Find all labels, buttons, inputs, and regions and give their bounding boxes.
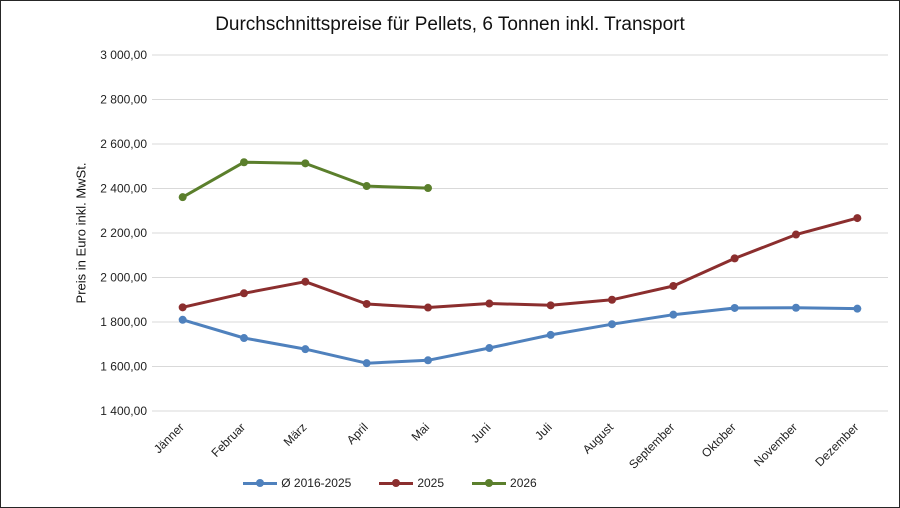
data-point xyxy=(362,182,371,191)
data-point xyxy=(424,356,432,365)
data-point xyxy=(362,299,371,308)
x-tick-label: November xyxy=(751,420,800,469)
data-point xyxy=(301,159,310,168)
x-tick-label: Juli xyxy=(532,420,555,443)
x-tick-label: März xyxy=(281,420,310,449)
x-tick-label: April xyxy=(344,420,371,447)
legend-label: 2026 xyxy=(510,476,537,490)
y-tick-label: 2 800,00 xyxy=(100,93,147,107)
legend-label: Ø 2016-2025 xyxy=(281,476,352,490)
data-point xyxy=(485,344,494,353)
data-point xyxy=(853,304,862,313)
legend: Ø 2016-2025 2025 2026 xyxy=(0,476,780,490)
x-tick-label: August xyxy=(580,420,617,457)
y-tick-label: 1 400,00 xyxy=(100,404,147,418)
y-tick-label: 2 400,00 xyxy=(100,182,147,196)
y-tick-label: 3 000,00 xyxy=(100,48,147,62)
x-tick-label: September xyxy=(626,420,677,471)
y-tick-label: 2 200,00 xyxy=(100,226,147,240)
series-line xyxy=(181,216,859,309)
data-point xyxy=(240,158,248,167)
series-line xyxy=(181,306,859,365)
y-tick-label: 2 000,00 xyxy=(100,271,147,285)
y-tick-label: 1 600,00 xyxy=(100,360,147,374)
data-point xyxy=(546,330,555,339)
x-tick-label: Jänner xyxy=(151,420,187,456)
data-point xyxy=(301,345,310,354)
x-tick-label: Februar xyxy=(209,420,249,460)
data-point xyxy=(240,334,248,343)
data-point xyxy=(853,214,862,223)
data-point xyxy=(669,310,678,319)
data-point xyxy=(546,301,555,310)
x-tick-label: Dezember xyxy=(812,420,861,469)
legend-item: 2025 xyxy=(379,476,444,490)
chart-title: Durchschnittspreise für Pellets, 6 Tonne… xyxy=(215,14,685,35)
data-point xyxy=(485,299,494,308)
legend-item: Ø 2016-2025 xyxy=(243,476,351,490)
data-point xyxy=(424,184,432,193)
data-point xyxy=(178,315,187,324)
data-point xyxy=(730,303,739,312)
data-point xyxy=(178,193,187,202)
data-point xyxy=(608,320,616,329)
legend-swatch xyxy=(243,478,278,488)
y-tick-label: 1 800,00 xyxy=(100,315,147,329)
series-line xyxy=(181,160,430,199)
data-point xyxy=(301,277,310,286)
y-tick-label: 2 600,00 xyxy=(100,137,147,151)
legend-swatch xyxy=(379,478,414,488)
data-point xyxy=(608,295,616,304)
data-point xyxy=(730,254,739,263)
data-point xyxy=(178,303,187,312)
data-point xyxy=(669,281,678,290)
legend-item: 2026 xyxy=(472,476,537,490)
legend-label: 2025 xyxy=(417,476,445,490)
x-tick-label: Oktober xyxy=(699,420,739,460)
legend-swatch xyxy=(472,478,507,488)
data-point xyxy=(792,230,800,239)
x-tick-label: Juni xyxy=(468,420,493,445)
data-point xyxy=(362,359,371,368)
data-point xyxy=(424,303,432,312)
data-point xyxy=(792,303,800,312)
x-tick-label: Mai xyxy=(409,420,433,444)
data-point xyxy=(240,289,248,298)
